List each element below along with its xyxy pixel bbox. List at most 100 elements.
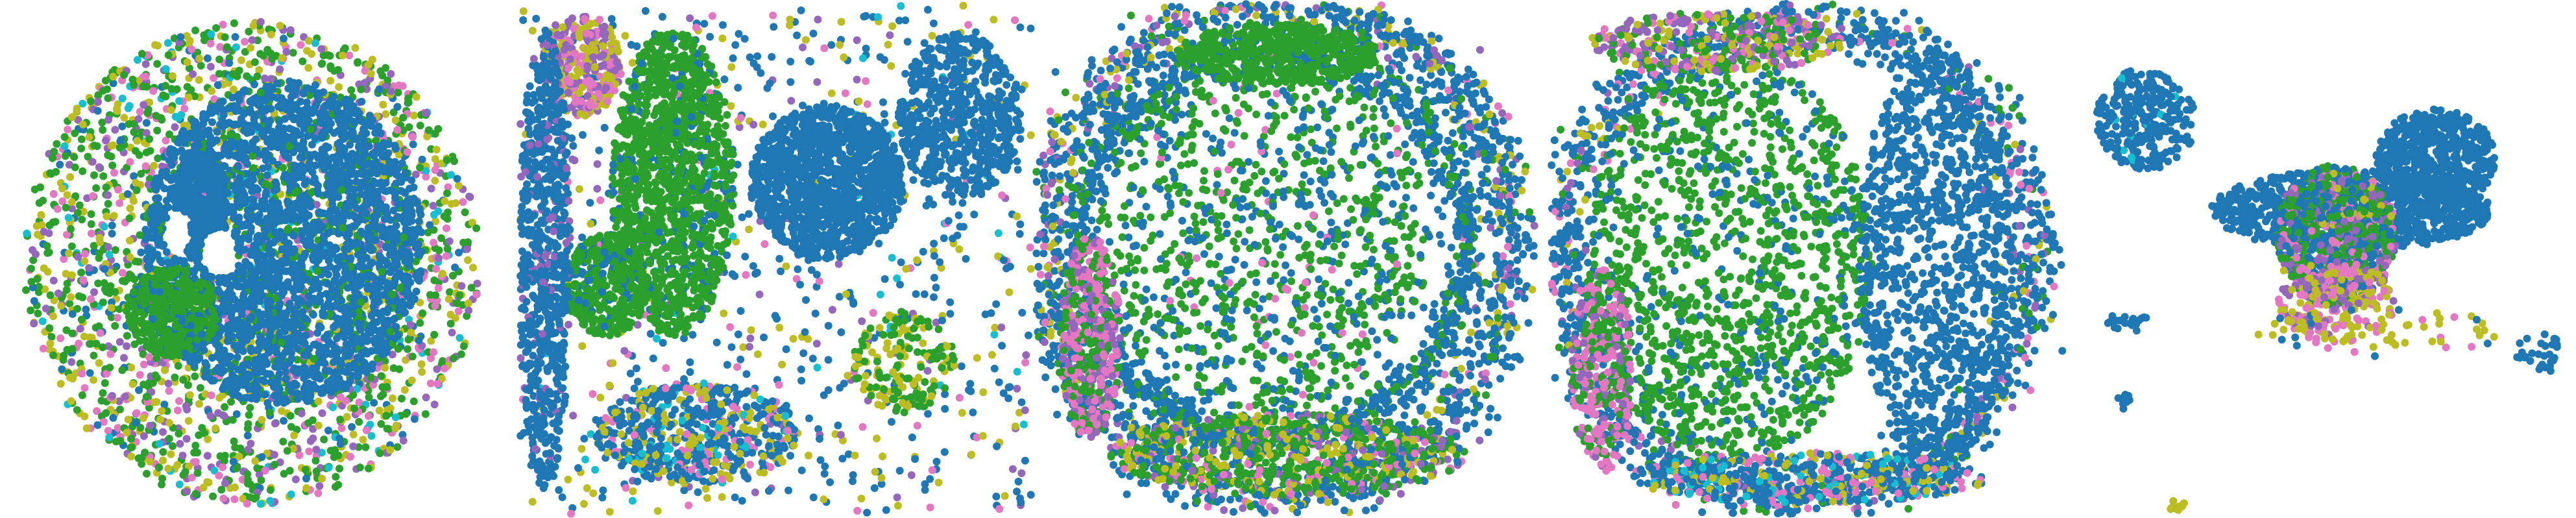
scatter-point xyxy=(212,136,221,144)
scatter-point xyxy=(71,129,79,138)
scatter-point xyxy=(230,437,238,445)
scatter-point xyxy=(257,476,265,484)
scatter-point xyxy=(248,187,256,195)
scatter-point xyxy=(158,258,166,267)
scatter-point xyxy=(127,443,135,452)
scatter-point xyxy=(284,210,293,218)
scatter-point xyxy=(62,286,71,294)
scatter-point xyxy=(163,407,171,415)
scatter-point xyxy=(282,375,290,383)
scatter-point xyxy=(245,27,253,36)
scatter-point xyxy=(332,243,339,252)
scatter-point xyxy=(191,441,200,450)
scatter-point xyxy=(43,267,52,276)
scatter-point xyxy=(337,424,346,432)
scatter-point xyxy=(182,435,191,443)
scatter-point xyxy=(306,437,315,445)
scatter-point xyxy=(343,240,351,248)
scatter-point xyxy=(193,469,202,477)
scatter-point xyxy=(332,271,341,279)
scatter-point xyxy=(95,359,103,367)
scatter-point xyxy=(142,393,151,401)
scatter-point xyxy=(389,394,396,402)
scatter-point xyxy=(314,421,322,430)
scatter-point xyxy=(325,294,334,302)
scatter-point xyxy=(175,97,184,105)
scatter-point xyxy=(289,231,298,240)
scatter-point xyxy=(416,164,424,172)
scatter-point xyxy=(301,465,310,474)
scatter-point xyxy=(111,322,119,330)
scatter-point xyxy=(234,163,243,171)
scatter-point xyxy=(140,380,148,389)
scatter-point xyxy=(105,289,114,297)
scatter-point xyxy=(358,97,366,106)
scatter-point xyxy=(99,298,107,306)
scatter-point xyxy=(271,460,279,469)
scatter-point xyxy=(401,204,409,213)
scatter-point xyxy=(258,204,266,213)
scatter-point xyxy=(99,172,108,180)
scatter-point xyxy=(385,157,394,166)
scatter-point xyxy=(180,105,189,113)
scatter-point xyxy=(73,108,81,116)
scatter-point xyxy=(123,342,131,351)
scatter-point xyxy=(306,91,314,99)
scatter-point xyxy=(241,38,249,46)
scatter-point xyxy=(259,164,267,173)
scatter-point xyxy=(53,140,61,148)
scatter-point xyxy=(291,189,299,197)
scatter-point xyxy=(334,451,343,460)
scatter-point xyxy=(279,164,287,172)
scatter-point xyxy=(363,188,372,197)
scatter-point xyxy=(132,179,140,187)
scatter-point xyxy=(364,412,372,420)
scatter-point xyxy=(223,43,231,51)
scatter-point xyxy=(349,300,358,308)
scatter-point xyxy=(263,360,271,368)
scatter-point xyxy=(130,128,138,136)
scatter-point xyxy=(254,123,262,132)
scatter-point xyxy=(319,108,327,116)
scatter-point xyxy=(165,387,173,395)
scatter-point xyxy=(342,397,350,405)
scatter-point xyxy=(152,398,161,406)
scatter-point xyxy=(260,197,269,206)
scatter-point xyxy=(384,149,393,157)
scatter-point xyxy=(143,469,151,478)
scatter-point xyxy=(90,288,98,296)
scatter-point xyxy=(409,112,418,119)
scatter-point xyxy=(228,332,236,340)
scatter-panel-1 xyxy=(0,0,503,518)
scatter-point xyxy=(443,224,450,232)
scatter-point xyxy=(100,279,108,287)
scatter-point xyxy=(322,350,330,358)
scatter-point xyxy=(405,262,413,270)
scatter-point xyxy=(402,211,411,219)
scatter-point xyxy=(303,47,311,55)
scatter-point xyxy=(212,24,221,32)
scatter-point xyxy=(243,72,251,80)
scatter-point xyxy=(431,154,439,163)
scatter-point xyxy=(409,397,418,406)
scatter-point xyxy=(126,158,134,166)
scatter-point xyxy=(226,130,235,139)
scatter-point xyxy=(243,470,252,478)
scatter-point xyxy=(376,341,383,349)
scatter-point xyxy=(186,36,194,45)
scatter-point xyxy=(114,314,122,322)
scatter-point xyxy=(361,67,369,75)
scatter-point xyxy=(432,145,441,154)
scatter-point xyxy=(275,123,283,132)
scatter-point xyxy=(154,194,162,203)
scatter-point xyxy=(75,339,83,348)
scatter-point xyxy=(234,154,243,162)
scatter-point xyxy=(247,313,256,321)
scatter-point xyxy=(472,224,481,232)
scatter-point xyxy=(372,168,380,177)
scatter-point xyxy=(387,69,395,78)
scatter-point xyxy=(79,276,88,284)
scatter-point xyxy=(134,454,143,462)
scatter-point xyxy=(326,77,335,85)
scatter-point xyxy=(86,339,95,348)
